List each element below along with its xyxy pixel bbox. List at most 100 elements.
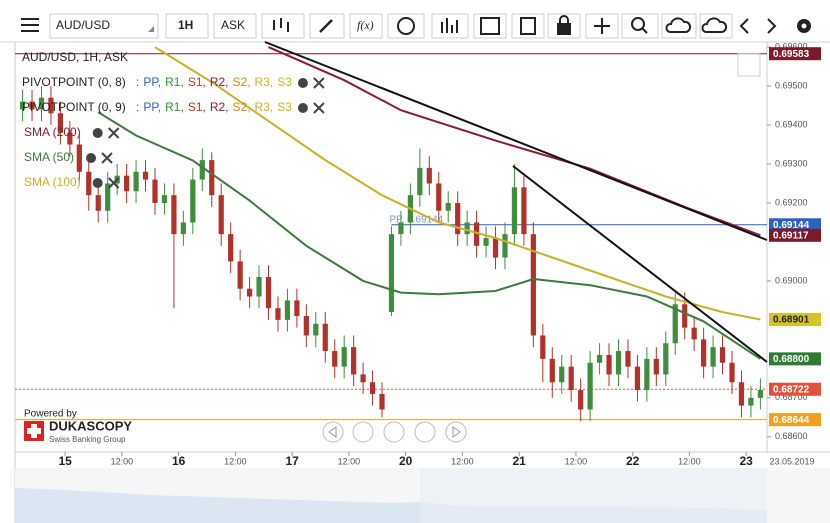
candle-body [653, 358, 659, 375]
candle-body [757, 390, 763, 398]
candle-body [313, 323, 319, 336]
navigator-window[interactable] [420, 468, 767, 523]
legend-item: R1, [165, 100, 184, 114]
legend-item: R2, [210, 100, 229, 114]
price-tag-label: 0.69144 [773, 220, 810, 231]
legend-item: S1, [188, 75, 206, 89]
plot-layer: PP, 0.69144 [15, 53, 767, 421]
legend-item: S2, [233, 75, 251, 89]
side-select[interactable] [213, 13, 257, 39]
close-button[interactable] [313, 77, 325, 89]
candle-body [417, 167, 423, 196]
y-tick-label: 0.69500 [775, 80, 808, 90]
prev-button[interactable] [739, 18, 749, 34]
candle-body [67, 132, 73, 145]
powered-by: Powered by [24, 409, 77, 420]
candle-body [171, 195, 177, 235]
date-label: 23.05.2019 [769, 456, 814, 466]
brand-cross [27, 424, 41, 438]
y-tick-label: 0.69300 [775, 158, 808, 168]
candle-body [502, 234, 508, 258]
candle-body [606, 354, 612, 375]
candle-body [568, 366, 574, 391]
symbol-select[interactable] [49, 13, 159, 39]
legend-label: PIVOTPOINT (0, 9) [22, 100, 126, 114]
price-tag [769, 228, 821, 242]
sma-line [154, 46, 761, 321]
candle-body [738, 382, 745, 406]
period-select[interactable] [165, 13, 209, 39]
candle-body [86, 171, 92, 196]
chart-title: AUD/USD, 1H, ASK [22, 50, 128, 64]
chart-type-button[interactable] [261, 13, 305, 39]
gear-button[interactable] [297, 103, 308, 113]
candle-body [644, 358, 650, 391]
reset-button[interactable] [383, 421, 405, 443]
gear-button[interactable] [92, 128, 103, 138]
popout-button[interactable] [737, 53, 761, 77]
candle-body [436, 183, 442, 211]
candle-body [559, 366, 565, 383]
candle-body [587, 362, 593, 410]
legend-item: PP, [143, 75, 161, 89]
zoom-out-button[interactable] [352, 421, 374, 443]
legend-label: SMA (50) [24, 150, 74, 164]
candle-body [701, 339, 707, 367]
close-button[interactable] [107, 127, 120, 139]
candle-body [474, 222, 480, 246]
legend-item: S3 [277, 75, 292, 89]
candle-body [322, 323, 328, 352]
legend-label: SMA (100) [24, 175, 81, 189]
menu-button[interactable] [21, 18, 39, 32]
candle-body [133, 171, 139, 192]
x-tick-label: 20 [399, 454, 413, 468]
legend-item: R3, [255, 100, 274, 114]
x-tick-label: 23 [740, 454, 754, 468]
candle-body [199, 160, 205, 180]
volume-button[interactable] [431, 13, 469, 39]
candle-body [275, 308, 281, 320]
forward-button[interactable] [445, 421, 467, 443]
close-button[interactable] [313, 102, 325, 114]
price-tag-label: 0.68722 [773, 384, 810, 395]
legend-label: PIVOTPOINT (0, 8) [22, 75, 126, 89]
candle-body [284, 300, 291, 320]
x-tick-label: 21 [512, 454, 526, 468]
y-tick-label: 0.69200 [775, 197, 808, 207]
close-button[interactable] [107, 177, 120, 189]
candle-body [464, 222, 470, 235]
gear-button[interactable] [86, 153, 97, 163]
candle-body [351, 347, 357, 375]
rewind-button[interactable] [322, 421, 344, 443]
trend-line[interactable] [264, 41, 768, 241]
axis-layer: 0.68600 0.68700 0.69000 0.69200 0.69300 0.694… [58, 41, 821, 468]
legend-item: PP, [143, 100, 161, 114]
next-button[interactable] [767, 18, 777, 34]
close-button[interactable] [101, 152, 113, 164]
candle-body [729, 362, 735, 383]
x-tick-label: 12:00 [111, 456, 134, 466]
zoom-in-button[interactable] [414, 421, 436, 443]
y-tick-label: 0.68700 [775, 392, 808, 402]
trend-line[interactable] [512, 165, 768, 363]
candle-body [29, 101, 35, 110]
price-tag [769, 47, 821, 61]
indicator-button[interactable] [349, 13, 383, 39]
candle-body [388, 234, 395, 313]
legend-item: R2, [210, 75, 229, 89]
candle-body [76, 144, 82, 172]
candle-body [152, 179, 158, 203]
gear-button[interactable] [92, 178, 103, 188]
candle-body [228, 234, 234, 262]
x-tick-label: 12:00 [338, 456, 361, 466]
price-tag [769, 382, 821, 396]
candle-body [615, 351, 622, 375]
price-tag [769, 413, 821, 427]
gear-button[interactable] [297, 78, 308, 88]
y-tick-label: 0.69000 [775, 275, 808, 285]
x-tick-label: 17 [285, 454, 299, 468]
settings-button[interactable] [797, 19, 811, 33]
candle-body [48, 97, 54, 114]
candle-body [511, 187, 518, 235]
